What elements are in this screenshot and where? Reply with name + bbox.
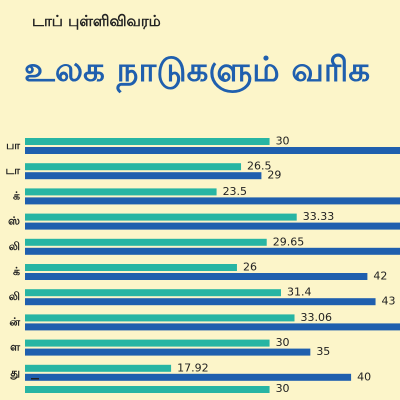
bar-series-2 [25,273,368,280]
data-label: 30 [276,382,290,395]
bar-series-1 [25,238,267,246]
bar-series-2 [25,222,400,230]
data-label: 33.33 [303,210,335,223]
bar-series-1 [25,339,270,347]
chart-subtitle: டாப் புள்ளிவிவரம் [32,12,161,30]
data-label: 35 [316,345,330,358]
data-label: 26 [243,261,257,274]
data-label: 40 [357,370,371,383]
data-label: 29 [267,169,281,182]
bar-series-1 [25,314,295,322]
bar-series-2 [25,348,311,356]
category-label: க் [13,189,20,202]
bar-series-1 [25,289,281,297]
category-label: ள [10,341,21,354]
category-label: லி [9,290,20,303]
category-label: து [9,366,20,380]
bar-series-1 [25,213,297,221]
category-label: டா [5,164,20,177]
data-label: 43 [382,295,396,308]
data-label: 31.4 [287,286,312,299]
bar-series-1 [25,138,270,145]
bar-series-2 [25,172,262,180]
bar-series-2 [25,323,400,331]
data-label: 29.65 [273,235,305,248]
bar-series-2 [25,298,376,306]
bar-series-1 [25,386,270,393]
bar-series-1 [25,163,242,171]
category-label: க் [13,265,20,278]
category-label: லி [9,240,20,253]
data-label: 17.92 [177,361,209,374]
data-label: 33.06 [301,311,333,324]
bar-series-2 [25,147,400,154]
data-label: 30 [276,135,290,148]
data-label: 42 [373,270,387,283]
data-label: 23.5 [223,185,248,198]
data-label: 30 [276,336,290,349]
bar-series-2 [25,197,400,205]
axis-tick [31,378,39,380]
bar-series-2 [25,373,352,381]
data-label: 26.5 [247,160,271,173]
bar-series-1 [25,364,172,372]
category-label: பா [6,139,20,152]
bar-series-1 [25,188,217,196]
category-label: ன் [9,315,20,328]
chart-title: உலக நாடுகளும் வரிக [24,50,371,90]
bar-series-2 [25,247,400,255]
bar-series-1 [25,264,237,271]
category-label: ஸ் [8,215,20,228]
